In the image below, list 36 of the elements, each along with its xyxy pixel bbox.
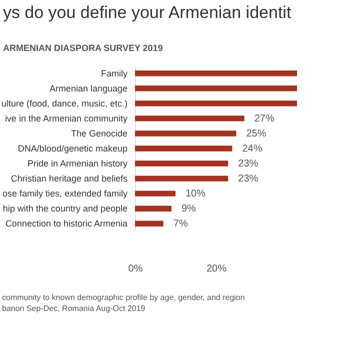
bar: [135, 146, 232, 152]
data-label: 9%: [181, 204, 196, 215]
bar: [135, 86, 297, 92]
bar: [135, 116, 244, 122]
chart-subtitle: ARMENIAN DIASPORA SURVEY 2019: [2, 43, 163, 53]
y-tick-label: Pride in Armenian history: [27, 158, 128, 169]
y-tick-label: Armenian language: [49, 83, 128, 94]
text: community to known demographic profile by age, gender, and region: [2, 292, 245, 303]
data-label: 23%: [238, 158, 258, 170]
y-tick-label: ive in the Armenian community: [4, 113, 128, 124]
data-label: 27%: [254, 113, 274, 124]
bar: [135, 206, 172, 212]
x-tick-label: 0%: [128, 264, 143, 274]
bar: [135, 220, 164, 226]
chart-title: ys do you define your Armenian identit: [2, 3, 292, 22]
x-tick-label: 20%: [206, 264, 227, 274]
bar: [135, 160, 228, 166]
y-tick-label: ulture (food, dance, music, etc.): [1, 98, 128, 108]
data-label: 7%: [173, 218, 188, 230]
text: banon Sep-Dec, Romania Aug-Oct 2019: [2, 303, 146, 314]
bar: [135, 130, 236, 136]
y-tick-label: Family: [101, 68, 128, 78]
data-label: 24%: [242, 144, 262, 154]
y-tick-label: Connection to historic Armenia: [5, 218, 128, 229]
bar: [135, 190, 176, 196]
bar: [135, 100, 297, 106]
y-tick-label: ose family ties, extended family: [2, 188, 128, 199]
y-tick-label: hip with the country and people: [2, 204, 128, 214]
bar: [135, 70, 297, 76]
data-label: 10%: [186, 188, 206, 200]
data-label: 23%: [238, 174, 258, 185]
y-tick-label: Christian heritage and beliefs: [10, 174, 128, 184]
y-tick-label: The Genocide: [70, 128, 128, 138]
y-tick-label: DNA/blood/genetic makeup: [18, 144, 128, 154]
bar: [135, 176, 228, 182]
data-label: 25%: [246, 128, 266, 140]
